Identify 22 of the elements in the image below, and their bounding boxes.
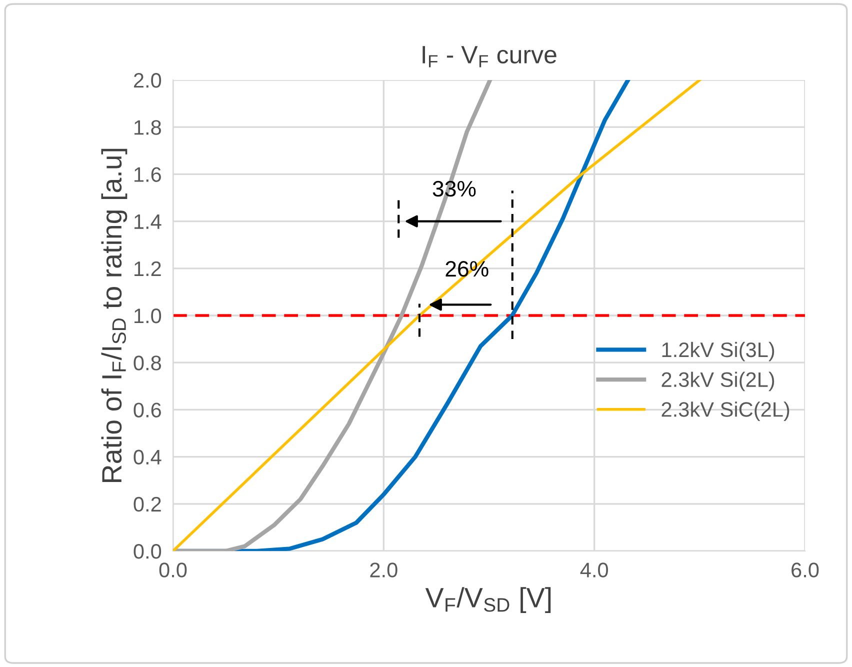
annotation: 33% <box>432 180 476 197</box>
y-tick-label: 1.4 <box>134 214 162 229</box>
legend-label: 2.3kV Si(2L) <box>662 372 774 392</box>
chart-title: I$_{F}$ - V$_{F}$ curve <box>422 46 556 68</box>
y-tick-label: 2.0 <box>134 73 162 88</box>
x-tick-label: 2.0 <box>370 562 398 578</box>
legend-label: 2.3kV SiC(2L) <box>662 402 790 421</box>
y-tick-label: 0.0 <box>134 544 162 559</box>
y-tick-label: 0.2 <box>134 496 161 512</box>
legend-label: 1.2kV Si(3L) <box>662 342 774 362</box>
y-tick-label: 1.2 <box>134 261 161 276</box>
y-tick-label: 0.6 <box>134 402 161 418</box>
y-tick-label: 1.0 <box>134 308 162 324</box>
y-axis-title: Ratio of I$_{F}$/I$_{SD}$ to rating [a.u] <box>101 148 128 482</box>
x-tick-label: 4.0 <box>580 562 608 578</box>
y-tick-label: 1.8 <box>134 120 161 135</box>
x-tick-label: 6.0 <box>792 562 819 578</box>
x-axis-title: V$_{F}$/V$_{SD}$ [V] <box>425 587 551 613</box>
y-tick-label: 1.6 <box>134 167 161 182</box>
x-tick-label: 0.0 <box>159 562 187 578</box>
y-tick-label: 0.8 <box>134 356 161 370</box>
y-tick-label: 0.4 <box>134 450 162 465</box>
